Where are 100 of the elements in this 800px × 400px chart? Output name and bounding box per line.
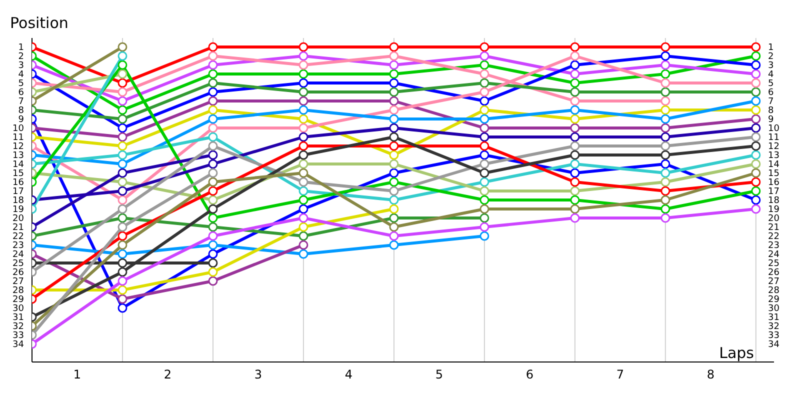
point <box>298 168 308 178</box>
point <box>118 276 128 286</box>
point <box>208 267 218 277</box>
point <box>660 186 670 196</box>
y2-tick-label: 27 <box>768 277 780 288</box>
y-tick-label: 24 <box>12 250 24 260</box>
point <box>570 186 580 196</box>
point <box>480 150 490 160</box>
x-tick-label: 3 <box>254 368 262 382</box>
point <box>389 78 399 88</box>
point <box>389 186 399 196</box>
point <box>118 177 128 187</box>
point <box>570 213 580 223</box>
point <box>389 195 399 205</box>
point <box>118 258 128 268</box>
point <box>208 249 218 259</box>
point <box>751 186 761 196</box>
x-tick-label: 6 <box>526 368 534 382</box>
point <box>480 114 490 124</box>
point <box>298 222 308 232</box>
y2-tick-label: 7 <box>768 97 774 108</box>
point <box>118 78 128 88</box>
point <box>118 213 128 223</box>
point <box>208 195 218 205</box>
point <box>480 168 490 178</box>
point <box>298 69 308 79</box>
y2-tick-label: 31 <box>768 313 780 324</box>
point <box>751 105 761 115</box>
point <box>480 69 490 79</box>
point <box>570 105 580 115</box>
point <box>660 105 670 115</box>
y-tick-label: 14 <box>12 160 24 170</box>
y-tick-label: 11 <box>12 133 24 144</box>
point <box>208 60 218 70</box>
y-tick-label: 2 <box>18 52 24 62</box>
x-tick-label: 4 <box>344 368 353 382</box>
x-tick-label: 7 <box>616 368 624 382</box>
point <box>389 42 399 52</box>
y2-tick-label: 1 <box>768 43 774 54</box>
y-tick-label: 20 <box>12 214 24 224</box>
y-tick-label: 3 <box>18 61 24 72</box>
y-tick-label: 22 <box>12 232 24 242</box>
point <box>208 105 218 115</box>
x-tick-label: 5 <box>435 368 444 382</box>
point <box>570 132 580 142</box>
point <box>660 168 670 178</box>
point <box>298 204 308 214</box>
point <box>751 150 761 160</box>
point <box>208 222 218 232</box>
point <box>751 132 761 142</box>
point <box>298 141 308 151</box>
y2-tick-label: 2 <box>768 52 774 62</box>
point <box>208 177 218 187</box>
point <box>298 159 308 169</box>
y-tick-label: 32 <box>12 322 24 332</box>
point <box>389 204 399 214</box>
y2-tick-label: 25 <box>768 259 780 270</box>
y-tick-label: 6 <box>18 88 24 98</box>
point <box>118 87 128 97</box>
point <box>389 177 399 187</box>
point <box>389 168 399 178</box>
point <box>570 168 580 178</box>
point <box>118 285 128 295</box>
y2-tick-label: 20 <box>768 214 780 224</box>
point <box>298 186 308 196</box>
point <box>660 141 670 151</box>
point <box>389 96 399 106</box>
point <box>751 69 761 79</box>
y2-tick-label: 11 <box>768 133 780 144</box>
point <box>118 186 128 196</box>
point <box>208 123 218 133</box>
point <box>660 159 670 169</box>
point <box>298 213 308 223</box>
y-tick-label: 8 <box>18 106 24 116</box>
point <box>570 150 580 160</box>
point <box>570 177 580 187</box>
point <box>389 114 399 124</box>
point <box>480 177 490 187</box>
y2-tick-label: 9 <box>768 115 774 126</box>
point <box>118 96 128 106</box>
point <box>480 60 490 70</box>
point <box>751 141 761 151</box>
point <box>298 177 308 187</box>
y-tick-label: 12 <box>12 142 24 152</box>
y-tick-label: 29 <box>12 295 24 306</box>
y-tick-label: 18 <box>12 196 24 206</box>
point <box>118 222 128 232</box>
point <box>751 87 761 97</box>
point <box>298 123 308 133</box>
point <box>480 123 490 133</box>
y2-tick-label: 16 <box>768 178 780 188</box>
point <box>208 87 218 97</box>
point <box>480 105 490 115</box>
point <box>208 231 218 241</box>
point <box>570 123 580 133</box>
point <box>480 87 490 97</box>
point <box>570 195 580 205</box>
point <box>118 294 128 304</box>
point <box>118 114 128 124</box>
point <box>660 213 670 223</box>
